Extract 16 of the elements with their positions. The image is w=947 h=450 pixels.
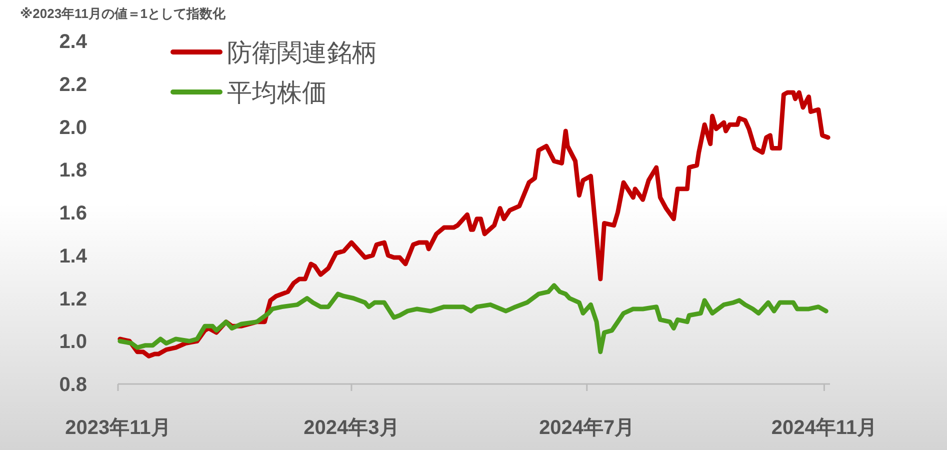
y-tick-label: 2.0 (59, 116, 87, 139)
y-tick-label: 1.8 (59, 160, 87, 182)
y-tick-label: 1.2 (59, 288, 87, 310)
y-tick-label: 2.4 (59, 31, 88, 53)
y-tick-label: 1.4 (59, 245, 88, 268)
legend-label: 防衛関連銘柄 (227, 39, 377, 67)
x-tick-label: 2024年3月 (304, 417, 400, 439)
x-tick-label: 2023年11月 (65, 417, 171, 439)
legend-label: 平均株価 (227, 79, 327, 107)
x-tick-label: 2024年7月 (539, 417, 635, 439)
y-tick-label: 1.0 (59, 331, 87, 354)
y-tick-label: 1.6 (59, 202, 87, 224)
y-tick-label: 0.8 (59, 374, 87, 396)
text: ※2023年11月の値＝1として指数化 (20, 6, 227, 21)
y-tick-label: 2.2 (59, 74, 87, 96)
x-tick-label: 2024年11月 (771, 417, 878, 439)
